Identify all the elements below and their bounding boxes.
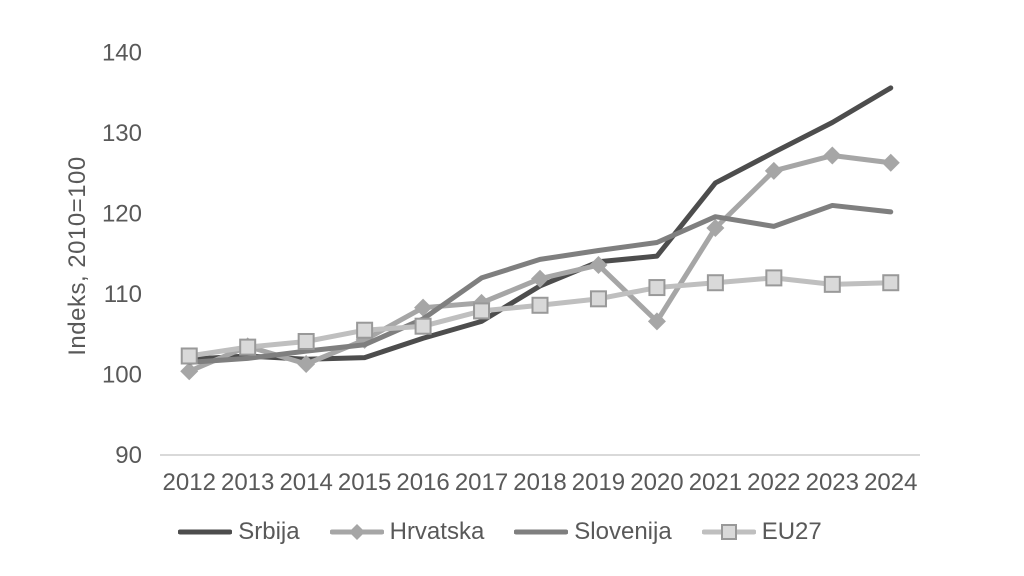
x-tick-label: 2015 (338, 469, 391, 496)
x-tick-label: 2017 (455, 469, 508, 496)
legend-item-hrvatska: Hrvatska (329, 518, 485, 546)
legend-swatch-diamond-line (329, 524, 384, 540)
square-marker (706, 274, 724, 292)
x-tick-label: 2020 (630, 469, 683, 496)
square-marker (356, 321, 374, 339)
series-line-hrvatska (186, 153, 894, 374)
y-tick-label: 130 (102, 120, 142, 147)
x-tick-label: 2019 (572, 469, 625, 496)
legend-swatch-line (178, 529, 233, 535)
y-axis-title: Indeks, 2010=100 (64, 156, 91, 356)
y-tick-label: 100 (102, 362, 142, 389)
x-tick-label: 2016 (396, 469, 449, 496)
square-marker (531, 296, 549, 314)
diamond-marker (647, 312, 666, 331)
diamond-marker (180, 362, 199, 381)
legend-swatch-line (514, 529, 569, 535)
series-line-eu27 (186, 275, 894, 359)
x-tick-label: 2013 (221, 469, 274, 496)
legend-label: Hrvatska (389, 518, 485, 545)
diamond-marker (589, 256, 608, 275)
x-tick-label: 2021 (689, 469, 742, 496)
square-marker (473, 302, 491, 320)
diamond-marker (706, 218, 725, 237)
square-marker (648, 279, 666, 297)
y-tick-label: 90 (115, 442, 142, 469)
legend-square-marker (720, 524, 737, 540)
legend-diamond-marker (348, 524, 365, 540)
legend-item-eu27: EU27 (701, 518, 822, 546)
legend-item-slovenija: Slovenija (514, 518, 672, 546)
series-line-slovenija (186, 202, 894, 365)
x-tick-label: 2012 (163, 469, 216, 496)
square-marker (180, 347, 198, 365)
diamond-marker (764, 161, 783, 180)
legend: Srbija Hrvatska Slovenija EU27 (110, 518, 890, 546)
legend-swatch-square-line (701, 524, 756, 540)
diamond-marker (531, 269, 549, 288)
diamond-marker (881, 153, 900, 172)
legend-item-srbija: Srbija (178, 518, 300, 546)
x-tick-label: 2018 (513, 469, 566, 496)
square-marker (239, 338, 257, 356)
y-tick-label: 120 (102, 201, 142, 228)
square-marker (823, 275, 841, 293)
y-tick-label: 140 (102, 40, 142, 67)
legend-label: Slovenija (574, 518, 672, 545)
x-tick-label: 2014 (279, 469, 332, 496)
square-marker (765, 269, 783, 287)
square-marker (414, 317, 432, 335)
x-tick-label: 2022 (747, 469, 800, 496)
x-tick-label: 2024 (864, 469, 917, 496)
y-tick-label: 110 (104, 281, 142, 308)
square-marker (589, 290, 607, 308)
legend-label: Srbija (238, 518, 300, 545)
legend-label: EU27 (761, 518, 822, 545)
diamond-marker (297, 355, 316, 374)
x-tick-label: 2023 (806, 469, 859, 496)
diamond-marker (823, 146, 842, 165)
square-marker (882, 274, 900, 292)
square-marker (297, 332, 315, 350)
diamond-marker (414, 298, 433, 317)
